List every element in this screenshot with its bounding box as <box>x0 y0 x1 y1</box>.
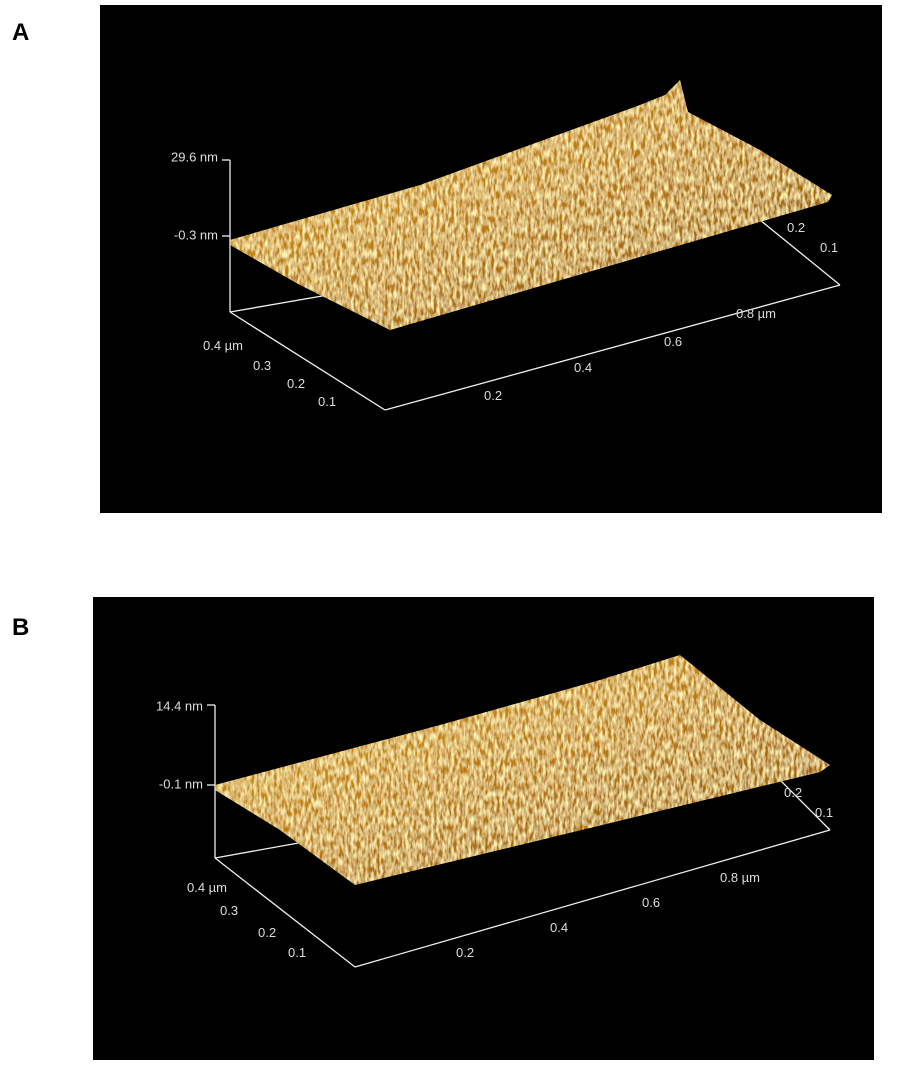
y-label: 0.3 <box>220 903 238 918</box>
x-label: 0.2 <box>484 388 502 403</box>
x-label: 0.4 <box>574 360 592 375</box>
axis-line <box>214 857 356 968</box>
y-label: 0.3 <box>253 358 271 373</box>
x-label: 0.4 <box>550 920 568 935</box>
y-label: 0.2 <box>287 376 305 391</box>
x-label: 0.8 µm <box>720 870 760 885</box>
z-label: -0.1 nm <box>159 776 203 791</box>
x-label: 0.2 <box>456 945 474 960</box>
y-label: 0.4 µm <box>187 880 227 895</box>
axis-line <box>759 219 841 286</box>
y-label: 0.1 <box>288 945 306 960</box>
z-label: 14.4 nm <box>156 698 203 713</box>
back-label: 0.1 <box>815 805 833 820</box>
panel-label: A <box>12 19 29 46</box>
back-label: 0.2 <box>787 220 805 235</box>
surface <box>215 655 830 885</box>
axis-line <box>229 311 386 411</box>
back-label: 0.1 <box>820 240 838 255</box>
axis-line <box>354 829 831 968</box>
back-label: 0.2 <box>784 785 802 800</box>
z-label: -0.3 nm <box>174 227 218 242</box>
x-label: 0.6 <box>664 334 682 349</box>
z-label: 29.6 nm <box>171 149 218 164</box>
panel-label: B <box>12 614 29 641</box>
y-label: 0.4 µm <box>203 338 243 353</box>
axis-line <box>384 284 841 411</box>
y-label: 0.2 <box>258 925 276 940</box>
x-label: 0.6 <box>642 895 660 910</box>
x-label: 0.8 µm <box>736 306 776 321</box>
surface <box>230 80 832 330</box>
y-label: 0.1 <box>318 394 336 409</box>
